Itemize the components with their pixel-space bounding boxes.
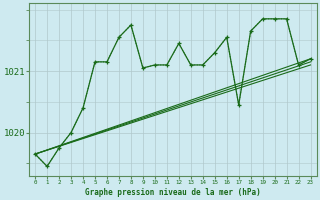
X-axis label: Graphe pression niveau de la mer (hPa): Graphe pression niveau de la mer (hPa)	[85, 188, 261, 197]
